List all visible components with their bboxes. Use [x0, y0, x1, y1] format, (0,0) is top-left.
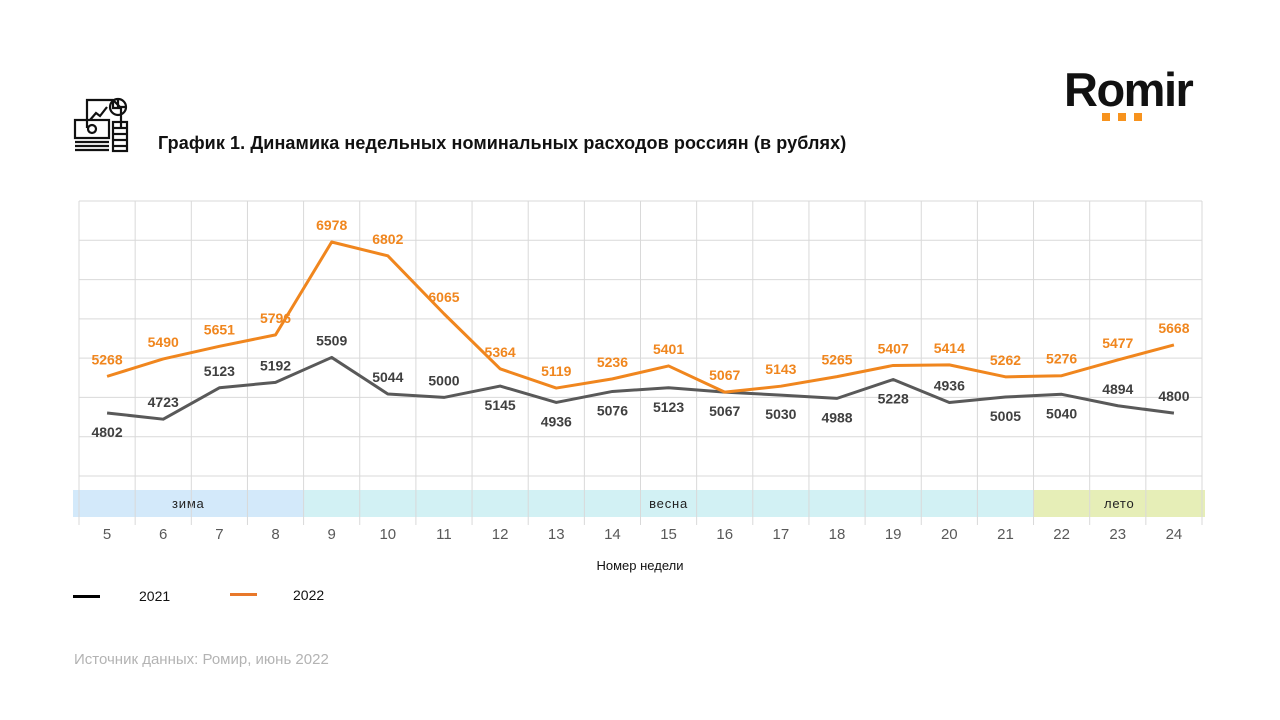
x-tick-label: 14: [604, 526, 621, 543]
x-tick-label: 5: [103, 526, 111, 543]
data-label-2022: 6065: [428, 289, 459, 305]
data-label-2021: 4988: [821, 409, 852, 425]
data-label-2021: 5228: [878, 391, 909, 407]
x-tick-label: 23: [1109, 526, 1126, 543]
x-tick-label: 12: [492, 526, 509, 543]
x-tick-label: 18: [829, 526, 846, 543]
x-tick-label: 22: [1053, 526, 1070, 543]
data-label-2021: 5145: [485, 397, 516, 413]
data-label-2021: 4802: [91, 424, 122, 440]
data-label-2021: 4723: [148, 394, 179, 410]
data-label-2022: 5401: [653, 341, 684, 357]
data-label-2021: 4936: [541, 413, 572, 429]
data-label-2021: 5123: [653, 399, 684, 415]
x-tick-label: 24: [1166, 526, 1183, 543]
data-label-2022: 5143: [765, 361, 796, 377]
romir-logo: Romir: [1064, 62, 1214, 124]
data-label-2022: 5265: [821, 352, 852, 368]
season-band-1: [303, 490, 1034, 517]
data-label-2022: 5262: [990, 352, 1021, 368]
data-label-2021: 5192: [260, 357, 291, 373]
data-label-2021: 5040: [1046, 405, 1077, 421]
data-label-2021: 5123: [204, 363, 235, 379]
data-label-2022: 5236: [597, 354, 628, 370]
data-label-2022: 5668: [1158, 320, 1189, 336]
series-line-2022: [106, 240, 1175, 394]
x-tick-label: 10: [379, 526, 396, 543]
season-band-2: [1033, 490, 1205, 517]
data-label-2022: 5407: [878, 340, 909, 356]
x-tick-label: 19: [885, 526, 902, 543]
data-label-2022: 6978: [316, 217, 347, 233]
data-label-2021: 5044: [372, 369, 403, 385]
x-tick-label: 15: [660, 526, 677, 543]
x-tick-label: 9: [328, 526, 336, 543]
data-label-2021: 4936: [934, 377, 965, 393]
source-note: Источник данных: Ромир, июнь 2022: [74, 651, 329, 668]
finance-report-icon: [73, 94, 133, 154]
x-tick-label: 16: [716, 526, 733, 543]
logo-dot: [1118, 113, 1126, 121]
x-tick-label: 17: [773, 526, 790, 543]
data-label-2021: 5005: [990, 408, 1021, 424]
legend-swatch-2022: [230, 593, 257, 596]
data-label-2021: 4894: [1102, 381, 1133, 397]
logo-dot: [1102, 113, 1110, 121]
x-tick-label: 21: [997, 526, 1014, 543]
data-label-2022: 5067: [709, 367, 740, 383]
data-label-2021: 5030: [765, 406, 796, 422]
data-label-2022: 5490: [148, 334, 179, 350]
x-axis-label: Номер недели: [596, 558, 684, 573]
season-label: зима: [172, 496, 205, 511]
data-label-2022: 5414: [934, 340, 965, 356]
data-label-2021: 5509: [316, 332, 347, 348]
x-tick-label: 20: [941, 526, 958, 543]
logo-dot: [1134, 113, 1142, 121]
data-label-2021: 4800: [1158, 388, 1189, 404]
x-tick-label: 13: [548, 526, 565, 543]
series-line-2021: [106, 355, 1175, 421]
x-tick-label: 7: [215, 526, 223, 543]
legend-swatch-2021: [73, 595, 100, 598]
data-label-2022: 5268: [91, 351, 122, 367]
data-label-2022: 6802: [372, 231, 403, 247]
data-label-2021: 5067: [709, 403, 740, 419]
data-label-2022: 5364: [485, 344, 516, 360]
data-label-2022: 5651: [204, 321, 235, 337]
data-label-2022: 5119: [541, 363, 572, 379]
legend-label-2021: 2021: [139, 588, 171, 604]
data-label-2021: 5076: [597, 402, 628, 418]
data-label-2022: 5477: [1102, 335, 1133, 351]
x-tick-label: 11: [436, 526, 452, 543]
x-tick-label: 6: [159, 526, 167, 543]
legend-label-2022: 2022: [293, 587, 325, 603]
data-label-2022: 5276: [1046, 351, 1077, 367]
chart-title: График 1. Динамика недельных номинальных…: [158, 133, 847, 153]
x-tick-label: 8: [271, 526, 279, 543]
season-band-0: [73, 490, 304, 517]
season-label: лето: [1104, 496, 1135, 511]
logo-text: Romir: [1064, 63, 1194, 116]
data-label-2021: 5000: [428, 372, 459, 388]
season-label: весна: [649, 496, 688, 511]
data-label-2022: 5796: [260, 310, 291, 326]
